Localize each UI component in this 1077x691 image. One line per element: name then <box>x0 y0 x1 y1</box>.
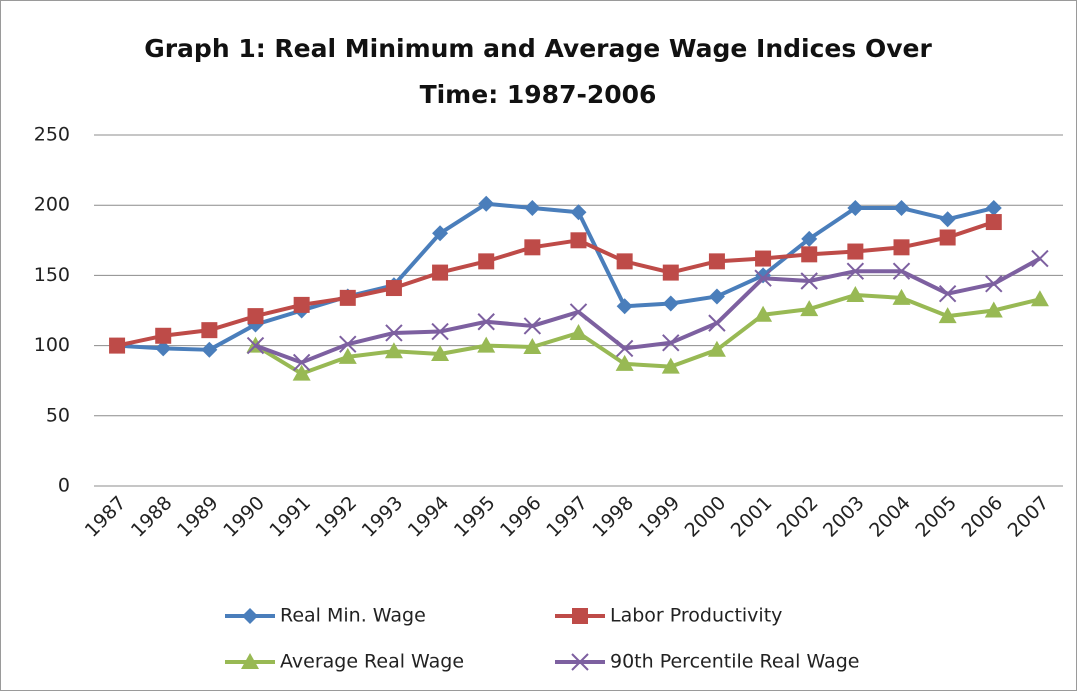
data-point <box>292 353 311 372</box>
data-point <box>246 336 265 355</box>
data-point <box>801 246 818 263</box>
data-point <box>847 243 864 260</box>
data-point <box>524 239 541 256</box>
data-point <box>616 298 633 315</box>
data-point <box>708 288 725 305</box>
data-point <box>155 327 172 344</box>
data-point <box>661 357 680 374</box>
data-point <box>893 239 910 256</box>
data-point <box>615 354 634 371</box>
data-point <box>201 341 218 358</box>
data-point <box>939 211 956 228</box>
data-point <box>846 262 865 280</box>
data-point <box>569 323 588 340</box>
data-point <box>109 337 126 354</box>
legend-marker <box>242 608 258 624</box>
data-point <box>478 195 495 212</box>
legend-marker <box>241 653 259 669</box>
data-point <box>755 250 772 267</box>
data-point <box>801 230 818 247</box>
data-point <box>754 305 773 322</box>
data-point <box>939 229 956 246</box>
data-point <box>708 253 725 270</box>
data-point <box>662 334 680 352</box>
data-point <box>431 345 450 362</box>
y-tick-label: 100 <box>34 334 70 356</box>
data-point <box>662 295 679 312</box>
data-point <box>708 314 726 332</box>
data-point <box>985 200 1002 217</box>
y-tick-label: 0 <box>58 475 70 497</box>
data-point <box>892 262 911 280</box>
data-point <box>615 339 634 358</box>
data-point <box>431 322 449 341</box>
data-point <box>338 347 357 364</box>
data-point <box>707 340 726 357</box>
data-point <box>523 317 542 335</box>
data-point <box>1031 249 1049 268</box>
series-line <box>254 293 1041 376</box>
data-point <box>384 342 403 359</box>
data-point <box>477 336 496 353</box>
y-tick-label: 150 <box>34 264 70 286</box>
legend-marker <box>572 608 588 624</box>
data-point <box>523 338 542 355</box>
legend-label: Average Real Wage <box>280 651 464 673</box>
data-point <box>938 284 957 303</box>
data-point <box>385 280 402 297</box>
y-tick-label: 50 <box>46 404 70 426</box>
data-point <box>524 200 541 217</box>
data-point <box>985 275 1003 293</box>
data-point <box>1030 290 1049 307</box>
data-point <box>984 301 1003 318</box>
data-point <box>892 288 911 305</box>
data-point <box>339 335 357 353</box>
data-point <box>385 324 403 342</box>
data-point <box>247 308 264 325</box>
data-point <box>938 307 957 324</box>
data-point <box>846 286 865 303</box>
data-point <box>201 322 218 339</box>
data-point <box>477 313 495 331</box>
legend-marker <box>571 653 589 671</box>
series-line <box>254 256 1041 365</box>
data-point <box>616 253 633 270</box>
data-point <box>893 200 910 217</box>
data-point <box>569 303 588 321</box>
data-point <box>800 272 818 290</box>
data-point <box>293 296 310 313</box>
data-point <box>754 269 772 287</box>
data-point <box>292 364 311 381</box>
data-point <box>339 289 356 306</box>
data-point <box>800 300 819 317</box>
data-point <box>662 264 679 281</box>
legend-label: Labor Productivity <box>610 605 782 627</box>
legend-label: 90th Percentile Real Wage <box>610 651 859 673</box>
data-point <box>985 214 1002 231</box>
y-tick-label: 200 <box>34 194 70 216</box>
data-point <box>478 253 495 270</box>
data-point <box>155 340 172 357</box>
legend-label: Real Min. Wage <box>280 605 426 627</box>
data-point <box>432 225 449 242</box>
data-point <box>847 200 864 217</box>
y-tick-label: 250 <box>34 124 70 146</box>
chart-title: Graph 1: Real Minimum and Average Wage I… <box>144 34 932 109</box>
data-point <box>570 232 587 249</box>
data-point <box>570 204 587 221</box>
data-point <box>432 264 449 281</box>
